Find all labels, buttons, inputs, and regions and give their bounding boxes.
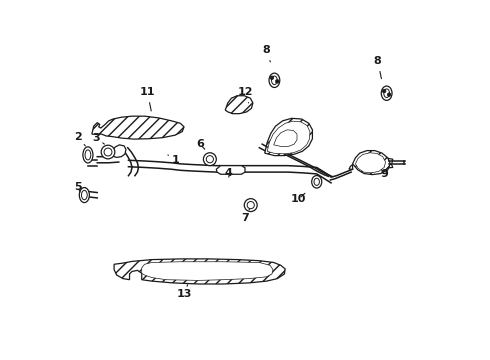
Polygon shape [142, 262, 273, 280]
Polygon shape [114, 259, 285, 284]
Text: 4: 4 [225, 168, 233, 178]
Text: 6: 6 [196, 139, 205, 149]
Text: 2: 2 [74, 132, 85, 146]
Circle shape [206, 156, 214, 163]
Polygon shape [274, 130, 297, 147]
Text: 13: 13 [176, 285, 192, 299]
Circle shape [247, 202, 254, 209]
Text: 12: 12 [237, 87, 253, 103]
Ellipse shape [83, 147, 93, 163]
Polygon shape [355, 153, 386, 173]
Circle shape [275, 80, 279, 83]
Polygon shape [349, 165, 353, 169]
Polygon shape [225, 96, 253, 114]
Text: 3: 3 [92, 133, 104, 144]
Ellipse shape [271, 76, 277, 85]
Circle shape [382, 89, 386, 93]
Text: 5: 5 [74, 182, 81, 192]
Polygon shape [267, 121, 310, 154]
Circle shape [203, 153, 216, 166]
Text: 1: 1 [168, 155, 179, 165]
Circle shape [101, 145, 115, 159]
Text: 8: 8 [263, 45, 270, 62]
Polygon shape [216, 166, 245, 174]
Circle shape [245, 199, 257, 212]
Circle shape [270, 76, 274, 80]
Ellipse shape [85, 150, 91, 160]
Ellipse shape [314, 178, 319, 185]
Circle shape [104, 148, 112, 156]
Circle shape [388, 93, 391, 96]
Text: 11: 11 [140, 87, 155, 111]
Ellipse shape [312, 176, 322, 188]
Text: 9: 9 [380, 168, 388, 179]
Text: 10: 10 [291, 193, 306, 204]
Ellipse shape [79, 188, 89, 203]
Polygon shape [353, 150, 390, 175]
Text: 7: 7 [241, 209, 250, 222]
Ellipse shape [381, 86, 392, 100]
Ellipse shape [384, 89, 390, 98]
Polygon shape [92, 116, 184, 139]
Ellipse shape [269, 73, 280, 87]
Polygon shape [265, 118, 313, 156]
Ellipse shape [81, 190, 87, 200]
Polygon shape [112, 145, 126, 157]
Text: 8: 8 [374, 56, 382, 79]
